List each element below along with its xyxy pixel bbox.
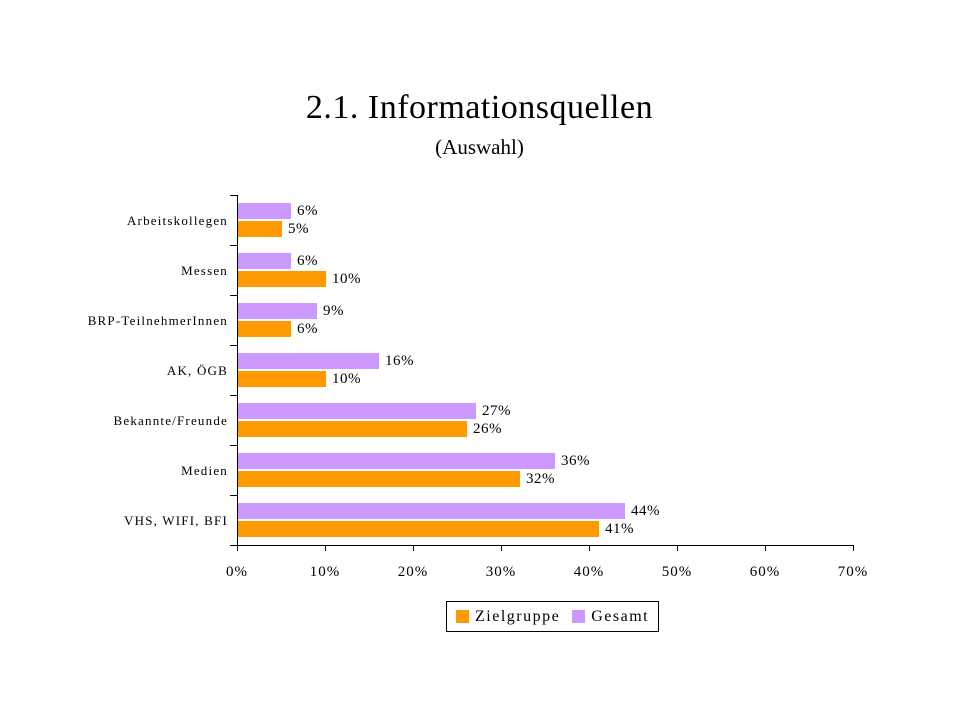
x-tick-label: 10% bbox=[309, 564, 341, 580]
bar-value-label: 6% bbox=[297, 203, 318, 219]
bar-value-label: 9% bbox=[323, 303, 344, 319]
category-label: Arbeitskollegen bbox=[126, 213, 228, 228]
y-axis-tick bbox=[230, 345, 237, 346]
legend-item-zielgruppe: Zielgruppe bbox=[456, 608, 560, 626]
y-axis-tick bbox=[230, 245, 237, 246]
bar-value-label: 5% bbox=[288, 221, 309, 237]
bar-zielgruppe bbox=[238, 471, 520, 487]
bar-gesamt bbox=[238, 453, 555, 469]
category-label: Medien bbox=[181, 463, 228, 478]
category-label: Messen bbox=[181, 263, 228, 278]
x-axis-line bbox=[237, 545, 854, 546]
legend-label: Zielgruppe bbox=[475, 607, 561, 625]
x-axis-tick bbox=[853, 545, 854, 551]
x-axis-tick bbox=[237, 545, 238, 551]
bar-value-label: 26% bbox=[473, 421, 502, 437]
x-tick-label: 70% bbox=[837, 564, 869, 580]
legend: Zielgruppe Gesamt bbox=[446, 601, 660, 632]
bar-gesamt bbox=[238, 353, 379, 369]
bar-zielgruppe bbox=[238, 371, 326, 387]
x-axis-tick bbox=[501, 545, 502, 551]
bar-value-label: 10% bbox=[332, 371, 361, 387]
bar-value-label: 27% bbox=[482, 403, 511, 419]
legend-item-gesamt: Gesamt bbox=[572, 608, 649, 626]
bar-value-label: 36% bbox=[561, 453, 590, 469]
category-label: Bekannte/Freunde bbox=[113, 413, 228, 428]
bar-value-label: 6% bbox=[297, 321, 318, 337]
x-axis-tick bbox=[325, 545, 326, 551]
y-axis-tick bbox=[230, 445, 237, 446]
bar-value-label: 16% bbox=[385, 353, 414, 369]
y-axis-line bbox=[237, 195, 238, 546]
bar-zielgruppe bbox=[238, 421, 467, 437]
bar-gesamt bbox=[238, 253, 291, 269]
bar-gesamt bbox=[238, 203, 291, 219]
y-axis-tick bbox=[230, 545, 237, 546]
y-axis-tick bbox=[230, 195, 237, 196]
x-axis-tick bbox=[677, 545, 678, 551]
x-tick-label: 50% bbox=[661, 564, 693, 580]
legend-swatch-icon bbox=[572, 610, 586, 623]
legend-swatch-icon bbox=[456, 610, 469, 623]
y-axis-tick bbox=[230, 295, 237, 296]
bar-value-label: 41% bbox=[605, 521, 634, 537]
x-axis-tick bbox=[413, 545, 414, 551]
x-tick-label: 0% bbox=[226, 564, 248, 580]
bar-gesamt bbox=[238, 503, 625, 519]
bar-gesamt bbox=[238, 303, 317, 319]
bar-zielgruppe bbox=[238, 271, 326, 287]
bar-value-label: 6% bbox=[297, 253, 318, 269]
bar-zielgruppe bbox=[238, 321, 291, 337]
legend-label: Gesamt bbox=[591, 607, 650, 625]
y-axis-tick bbox=[230, 495, 237, 496]
chart-title: 2.1. Informationsquellen bbox=[305, 89, 654, 126]
x-tick-label: 20% bbox=[397, 564, 429, 580]
bar-zielgruppe bbox=[238, 221, 282, 237]
x-tick-label: 60% bbox=[749, 564, 781, 580]
bar-value-label: 32% bbox=[526, 471, 555, 487]
bar-gesamt bbox=[238, 403, 476, 419]
x-axis-tick bbox=[765, 545, 766, 551]
bar-zielgruppe bbox=[238, 521, 599, 537]
category-label: VHS, WIFI, BFI bbox=[124, 513, 228, 528]
chart-subtitle: (Auswahl) bbox=[435, 135, 524, 159]
x-tick-label: 30% bbox=[485, 564, 517, 580]
bar-value-label: 10% bbox=[332, 271, 361, 287]
bar-value-label: 44% bbox=[631, 503, 660, 519]
x-tick-label: 40% bbox=[573, 564, 605, 580]
category-label: BRP-TeilnehmerInnen bbox=[87, 313, 228, 328]
x-axis-tick bbox=[589, 545, 590, 551]
category-label: AK, ÖGB bbox=[166, 363, 228, 378]
y-axis-tick bbox=[230, 395, 237, 396]
